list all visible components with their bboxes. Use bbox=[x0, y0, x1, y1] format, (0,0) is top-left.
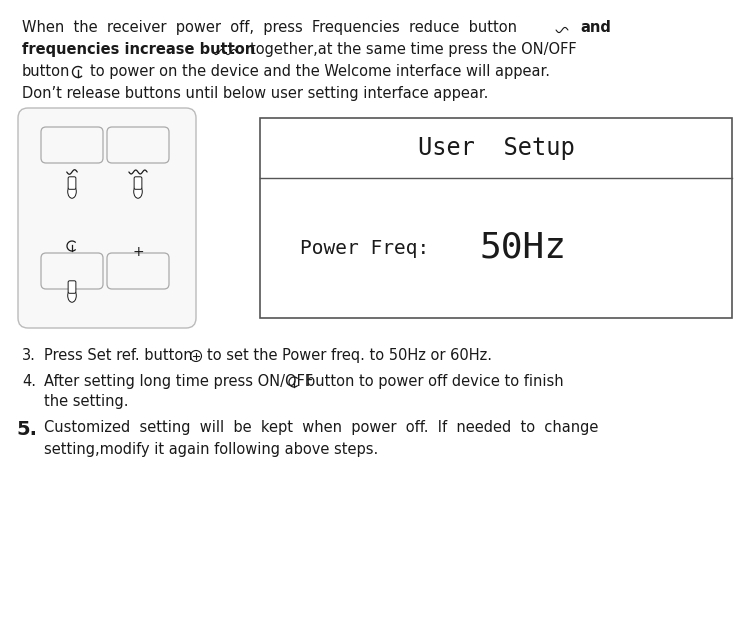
Text: button to power off device to finish: button to power off device to finish bbox=[306, 374, 564, 389]
Text: Customized  setting  will  be  kept  when  power  off.  If  needed  to  change: Customized setting will be kept when pow… bbox=[44, 420, 599, 435]
Text: Don’t release buttons until below user setting interface appear.: Don’t release buttons until below user s… bbox=[22, 86, 489, 101]
Text: +: + bbox=[132, 245, 144, 259]
Text: Press Set ref. button: Press Set ref. button bbox=[44, 348, 192, 363]
Bar bbox=[260, 118, 732, 318]
Text: 3.: 3. bbox=[22, 348, 36, 363]
Text: and: and bbox=[580, 20, 611, 35]
Text: frequencies increase button: frequencies increase button bbox=[22, 42, 256, 57]
Ellipse shape bbox=[68, 289, 76, 302]
Text: 4.: 4. bbox=[22, 374, 36, 389]
FancyBboxPatch shape bbox=[107, 253, 169, 289]
FancyBboxPatch shape bbox=[134, 177, 142, 190]
FancyBboxPatch shape bbox=[41, 253, 103, 289]
Ellipse shape bbox=[68, 185, 76, 198]
Text: to power on the device and the Welcome interface will appear.: to power on the device and the Welcome i… bbox=[90, 64, 550, 79]
Text: button: button bbox=[22, 64, 70, 79]
Circle shape bbox=[191, 350, 201, 361]
Text: together,at the same time press the ON/OFF: together,at the same time press the ON/O… bbox=[250, 42, 577, 57]
FancyBboxPatch shape bbox=[107, 127, 169, 163]
Text: setting,modify it again following above steps.: setting,modify it again following above … bbox=[44, 442, 379, 457]
Text: to set the Power freq. to 50Hz or 60Hz.: to set the Power freq. to 50Hz or 60Hz. bbox=[207, 348, 492, 363]
Ellipse shape bbox=[133, 185, 143, 198]
FancyBboxPatch shape bbox=[68, 177, 76, 190]
Text: the setting.: the setting. bbox=[44, 394, 128, 409]
Text: After setting long time press ON/OFF: After setting long time press ON/OFF bbox=[44, 374, 313, 389]
Text: Power Freq:: Power Freq: bbox=[300, 238, 429, 258]
Text: 5.: 5. bbox=[16, 420, 37, 439]
FancyBboxPatch shape bbox=[68, 281, 76, 293]
FancyBboxPatch shape bbox=[41, 127, 103, 163]
Text: User  Setup: User Setup bbox=[418, 136, 575, 160]
Text: When  the  receiver  power  off,  press  Frequencies  reduce  button: When the receiver power off, press Frequ… bbox=[22, 20, 517, 35]
Text: 50Hz: 50Hz bbox=[480, 231, 567, 265]
FancyBboxPatch shape bbox=[18, 108, 196, 328]
